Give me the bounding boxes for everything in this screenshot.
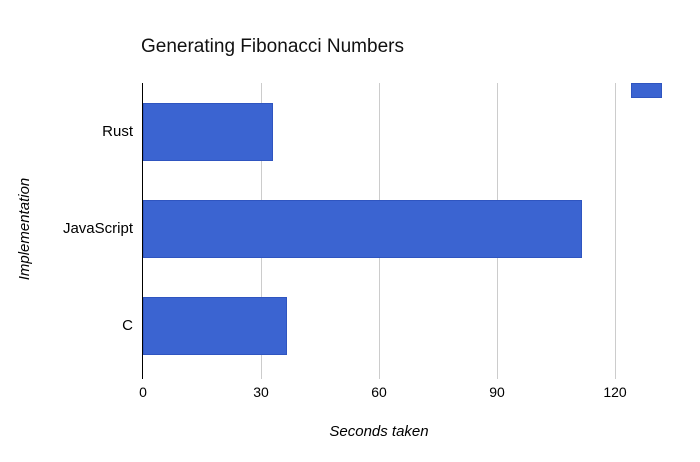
x-tick-label-60: 60 [371,384,387,400]
y-axis-line [142,83,143,379]
gridline-120 [615,83,616,379]
bar-c [143,297,287,355]
bar-rust [143,103,273,161]
x-tick-label-90: 90 [489,384,505,400]
x-tick-label-120: 120 [603,384,627,400]
chart-title: Generating Fibonacci Numbers [141,36,404,57]
legend-swatch [631,83,662,98]
category-label-c: C [122,317,133,334]
x-tick-label-0: 0 [139,384,147,400]
x-axis-title: Seconds taken [329,423,429,440]
category-label-rust: Rust [102,123,133,140]
x-tick-label-30: 30 [253,384,269,400]
bar-javascript [143,200,582,258]
plot-area [143,83,616,379]
category-label-javascript: JavaScript [62,220,133,237]
y-axis-title: Implementation [16,177,33,281]
